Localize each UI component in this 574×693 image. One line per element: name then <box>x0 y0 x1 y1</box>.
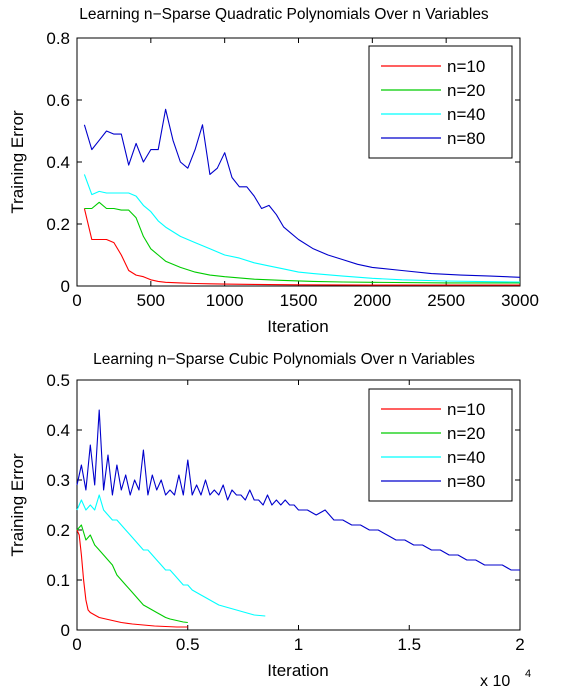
x-tick-label: 0 <box>72 635 81 654</box>
chart-quadratic: Learning n−Sparse Quadratic Polynomials … <box>8 6 539 336</box>
x-axis-label: Iteration <box>267 317 328 336</box>
series-line-n=10 <box>83 208 520 286</box>
x-axis-multiplier-power: 4 <box>525 668 531 680</box>
x-tick-label: 1.5 <box>397 635 421 654</box>
legend-label: n=40 <box>447 105 485 124</box>
y-tick-label: 0.8 <box>46 29 70 48</box>
x-tick-label: 1500 <box>280 291 318 310</box>
chart-title: Learning n−Sparse Cubic Polynomials Over… <box>93 351 475 368</box>
y-axis-label: Training Error <box>8 453 27 557</box>
y-tick-label: 0.3 <box>46 471 70 490</box>
legend-label: n=80 <box>447 472 485 491</box>
y-tick-label: 0.4 <box>46 421 70 440</box>
x-tick-label: 0.5 <box>176 635 200 654</box>
y-tick-label: 0.6 <box>46 91 70 110</box>
series-lines <box>76 409 520 628</box>
legend-label: n=80 <box>447 129 485 148</box>
legend-label: n=10 <box>447 400 485 419</box>
series-line-n=20 <box>84 201 520 284</box>
chart-title: Learning n−Sparse Quadratic Polynomials … <box>79 6 489 23</box>
y-axis-label: Training Error <box>8 110 27 214</box>
legend: n=10 n=20 n=40 n=80 <box>368 388 513 502</box>
y-tick-label: 0.2 <box>46 215 70 234</box>
legend-label: n=10 <box>447 57 485 76</box>
series-line-n=20 <box>76 524 188 624</box>
legend: n=10 n=20 n=40 n=80 <box>368 45 513 159</box>
y-tick-label: 0.1 <box>46 571 70 590</box>
legend-label: n=20 <box>447 424 485 443</box>
x-tick-label: 500 <box>137 291 165 310</box>
legend-box <box>368 45 513 159</box>
x-tick-label: 1 <box>294 635 303 654</box>
x-axis-label: Iteration <box>267 661 328 680</box>
series-line-n=80 <box>83 108 521 278</box>
x-tick-label: 1000 <box>206 291 244 310</box>
x-axis-multiplier: x 10 <box>480 673 510 690</box>
series-line-n=80 <box>76 409 520 571</box>
legend-label: n=20 <box>447 81 485 100</box>
y-tick-label: 0.2 <box>46 521 70 540</box>
legend-label: n=40 <box>447 448 485 467</box>
x-tick-label: 2 <box>515 635 524 654</box>
axis-ticks: 0 500 1000 1500 2000 2500 3000 0 0.2 0.4 0.6 0.8 <box>46 29 539 310</box>
legend-box <box>368 388 513 502</box>
y-tick-label: 0.5 <box>46 371 70 390</box>
series-lines <box>83 108 521 286</box>
y-tick-label: 0 <box>61 277 70 296</box>
axis-ticks: 0 0.5 1 1.5 2 0 0.1 0.2 0.3 0.4 0.5 <box>46 371 524 654</box>
x-tick-label: 2500 <box>427 291 465 310</box>
series-line-n=10 <box>76 529 188 628</box>
y-tick-label: 0.4 <box>46 153 70 172</box>
x-tick-label: 3000 <box>501 291 539 310</box>
chart-cubic: Learning n−Sparse Cubic Polynomials Over… <box>8 351 531 690</box>
series-line-n=40 <box>83 174 521 283</box>
series-line-n=40 <box>76 494 266 617</box>
x-tick-label: 0 <box>72 291 81 310</box>
x-tick-label: 2000 <box>353 291 391 310</box>
y-tick-label: 0 <box>61 621 70 640</box>
